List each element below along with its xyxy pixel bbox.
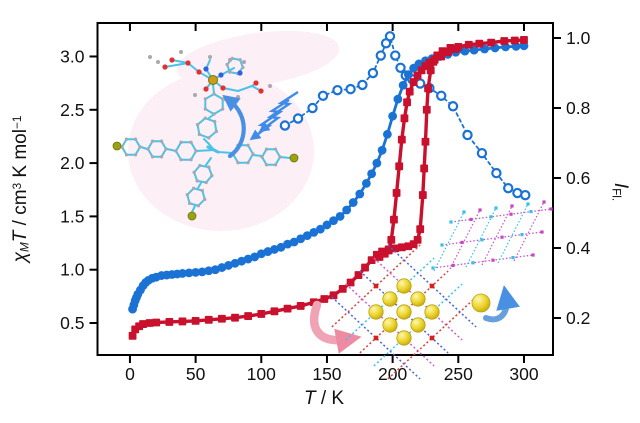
svg-text:250: 250 xyxy=(444,364,473,384)
svg-text:100: 100 xyxy=(247,364,276,384)
guest-sphere-icon xyxy=(471,293,491,313)
y-axis-right-title: IFl. xyxy=(609,182,631,202)
spin-transition-arrow-icon xyxy=(309,300,362,354)
chi-symbol: χ xyxy=(10,252,31,263)
guest-release-arrow-icon xyxy=(483,285,520,323)
photoexcitation-arrow-icon xyxy=(222,94,246,159)
lattice-and-arrow-illustrations xyxy=(222,90,553,380)
svg-text:0.5: 0.5 xyxy=(60,313,84,333)
y-axis-left-title: χMT / cm3 K mol−1 xyxy=(10,115,32,263)
svg-text:2.0: 2.0 xyxy=(60,153,85,173)
svg-text:1.5: 1.5 xyxy=(60,206,84,226)
plot-frame-and-ticks: 0 50 100 150 200 250 300 0.5 1.0 1.5 2.0 2.5 3.0 0.2 0… xyxy=(60,22,591,384)
svg-text:3.0: 3.0 xyxy=(60,46,85,66)
svg-text:150: 150 xyxy=(312,364,341,384)
host-lattice-illustration xyxy=(331,244,477,380)
svg-text:1.0: 1.0 xyxy=(566,28,591,48)
svg-text:0.6: 0.6 xyxy=(566,168,590,188)
svg-text:0.2: 0.2 xyxy=(566,308,590,328)
svg-text:0.8: 0.8 xyxy=(566,98,590,118)
lightning-bolt-icon xyxy=(249,90,299,141)
svg-text:2.5: 2.5 xyxy=(60,100,84,120)
svg-text:0: 0 xyxy=(125,364,135,384)
x-axis-title: T / K xyxy=(303,388,345,409)
data-series xyxy=(128,31,531,340)
layered-framework-illustration xyxy=(431,200,553,272)
pink-blob-lower xyxy=(128,71,314,231)
svg-text:50: 50 xyxy=(186,364,206,384)
svg-text:0.4: 0.4 xyxy=(566,238,591,258)
svg-text:200: 200 xyxy=(378,364,407,384)
svg-text:1.0: 1.0 xyxy=(60,260,85,280)
pink-highlight-blobs xyxy=(128,30,340,231)
svg-text:300: 300 xyxy=(509,364,538,384)
metal-center-atom xyxy=(208,75,218,85)
metal-complex-molecule-illustration xyxy=(112,50,299,221)
